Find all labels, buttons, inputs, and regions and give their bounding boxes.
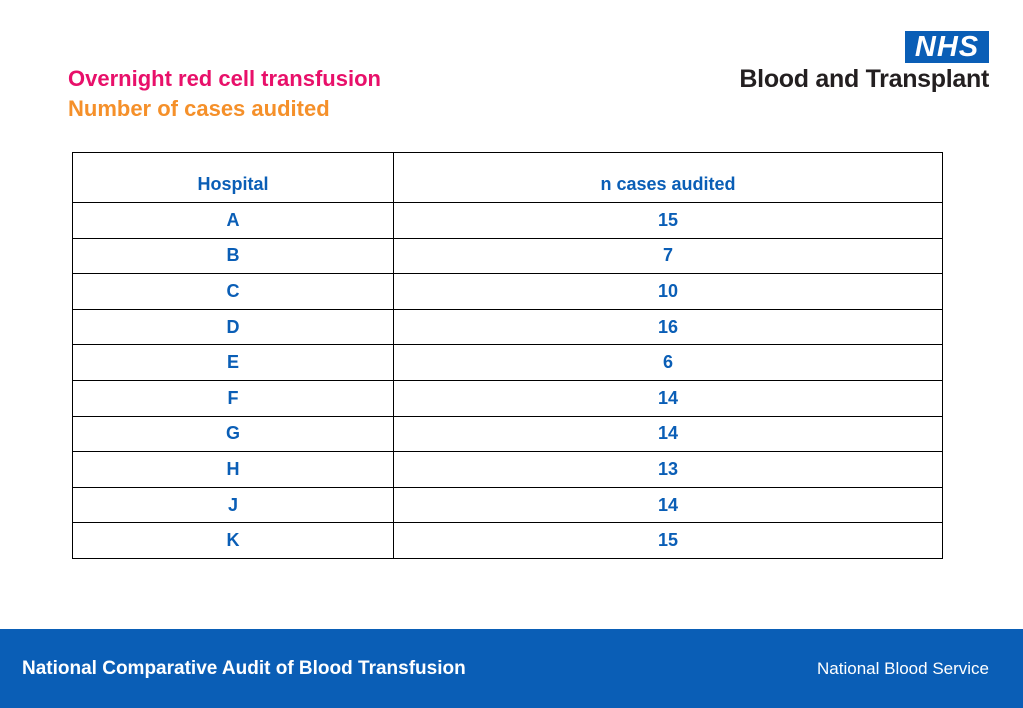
title-line-2: Number of cases audited <box>68 96 330 121</box>
hospital-cell: E <box>72 344 394 381</box>
cases-cell: 13 <box>393 451 943 488</box>
hospital-cell: H <box>72 451 394 488</box>
hospital-cell: A <box>72 202 394 239</box>
header-cases: n cases audited <box>393 152 943 203</box>
hospital-cell: D <box>72 308 394 346</box>
cases-cell: 10 <box>393 273 943 310</box>
cases-cell: 15 <box>393 522 943 559</box>
title-line-1: Overnight red cell transfusion <box>68 66 381 91</box>
cases-cell: 14 <box>393 486 943 524</box>
cases-cell: 14 <box>393 379 943 417</box>
hospital-cell: K <box>72 522 394 559</box>
table-row: G 14 <box>72 415 943 453</box>
footer-service-name: National Blood Service <box>817 659 989 678</box>
table-row: H 13 <box>72 451 943 488</box>
nhs-logo-text: Blood and Transplant <box>739 65 989 93</box>
hospital-cell: C <box>72 273 394 310</box>
hospital-cell: F <box>72 379 394 417</box>
hospital-cell: J <box>72 486 394 524</box>
cases-cell: 16 <box>393 308 943 346</box>
table-row: K 15 <box>72 522 943 559</box>
table-header-row: Hospital n cases audited <box>72 152 943 203</box>
hospital-cell: B <box>72 237 394 275</box>
cases-cell: 6 <box>393 344 943 381</box>
table-row: F 14 <box>72 379 943 417</box>
table-row: C 10 <box>72 273 943 310</box>
table-row: A 15 <box>72 202 943 239</box>
hospital-cell: G <box>72 415 394 453</box>
slide-title: Overnight red cell transfusion Number of… <box>68 64 381 124</box>
footer-bar: National Comparative Audit of Blood Tran… <box>0 629 1023 708</box>
footer-audit-name: National Comparative Audit of Blood Tran… <box>22 658 466 679</box>
header-hospital: Hospital <box>72 152 394 203</box>
cases-cell: 15 <box>393 202 943 239</box>
nhs-logo-box: NHS <box>905 31 989 63</box>
nhs-logo: NHS Blood and Transplant <box>703 31 993 93</box>
cases-cell: 7 <box>393 237 943 275</box>
table-row: J 14 <box>72 486 943 524</box>
table-row: D 16 <box>72 308 943 346</box>
cases-cell: 14 <box>393 415 943 453</box>
